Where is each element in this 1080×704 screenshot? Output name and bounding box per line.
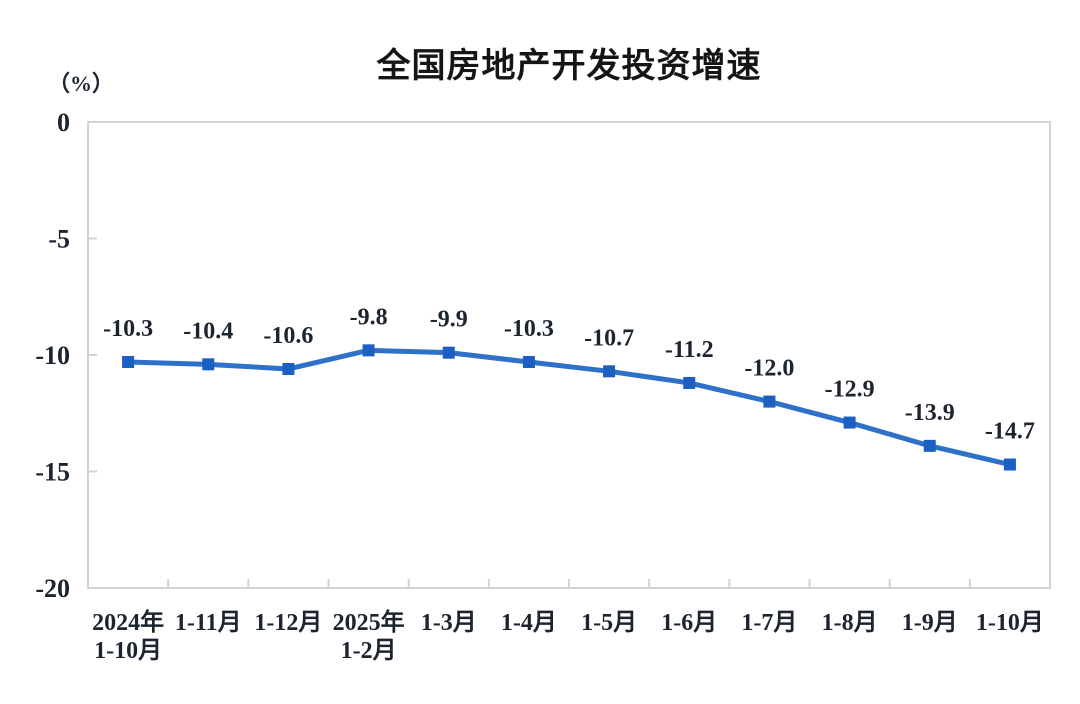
x-axis-tick-label: 1-8月 xyxy=(822,610,878,636)
data-point-marker xyxy=(1003,458,1016,471)
y-axis-unit-label: （%） xyxy=(48,71,115,96)
y-axis-tick-label: -5 xyxy=(48,225,70,254)
series-line xyxy=(125,347,1013,468)
data-point-label: -12.9 xyxy=(825,377,875,403)
x-axis-tick-label: 1-3月 xyxy=(421,610,477,636)
x-axis-tick-label: 1-12月 xyxy=(254,610,322,636)
data-point-marker xyxy=(362,344,375,357)
x-axis-tick-label: 2024年 xyxy=(92,608,164,636)
data-point-label: -13.9 xyxy=(905,400,955,426)
y-axis-tick-label: -10 xyxy=(35,341,70,370)
data-point-label: -10.6 xyxy=(263,323,313,349)
x-axis-tick-label: 1-10月 xyxy=(976,610,1044,636)
y-axis-tick-label: -15 xyxy=(35,458,70,487)
data-point-marker xyxy=(202,358,215,371)
data-point-label: -9.8 xyxy=(350,304,388,330)
data-point-marker xyxy=(603,365,616,378)
data-point-marker xyxy=(522,355,535,368)
x-axis-tick-label: 1-5月 xyxy=(581,610,637,636)
y-axis-tick-label: 0 xyxy=(57,108,70,137)
x-axis-tick-label: 1-2月 xyxy=(341,638,397,664)
data-point-label: -12.0 xyxy=(744,356,794,382)
data-point-marker xyxy=(843,416,856,429)
data-point-label: -10.4 xyxy=(183,318,233,344)
x-axis-tick-label: 2025年 xyxy=(333,608,405,636)
data-point-label: -10.3 xyxy=(504,316,554,342)
data-point-marker xyxy=(282,362,295,375)
x-axis-tick-label: 1-11月 xyxy=(175,610,242,636)
x-axis-tick-label: 1-7月 xyxy=(741,610,797,636)
data-point-label: -14.7 xyxy=(985,419,1035,445)
x-axis-tick-label: 1-9月 xyxy=(902,610,958,636)
data-point-label: -10.3 xyxy=(103,316,153,342)
data-point-label: -9.9 xyxy=(430,307,468,333)
x-axis-tick-label: 1-6月 xyxy=(661,610,717,636)
chart-title: 全国房地产开发投资增速 xyxy=(376,46,762,86)
data-point-label: -10.7 xyxy=(584,325,634,351)
data-point-marker xyxy=(442,346,455,359)
data-point-marker xyxy=(763,395,776,408)
y-axis-tick-label: -20 xyxy=(35,574,70,603)
x-axis-tick-label: 1-10月 xyxy=(94,638,162,664)
data-point-marker xyxy=(122,355,135,368)
x-axis-tick-label: 1-4月 xyxy=(501,610,557,636)
data-point-label: -11.2 xyxy=(665,337,714,363)
data-point-marker xyxy=(683,376,696,389)
plot-frame xyxy=(87,121,1051,589)
data-point-marker xyxy=(923,439,936,452)
